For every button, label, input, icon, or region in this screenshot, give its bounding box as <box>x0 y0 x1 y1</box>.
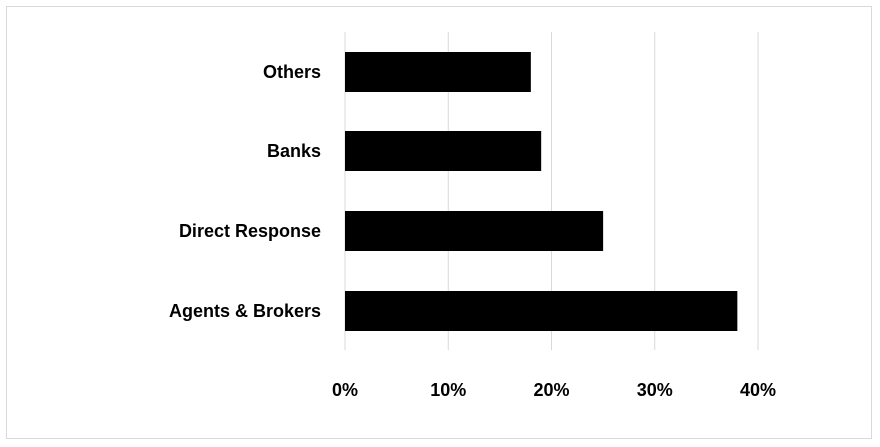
category-labels: Agents & Brokers Direct Response Banks Othe… <box>169 62 321 321</box>
x-tick-labels: 0% 10% 20% 30% 40% <box>332 380 776 400</box>
x-tick-label: 40% <box>740 380 776 400</box>
category-label: Direct Response <box>179 221 321 241</box>
category-label: Others <box>263 62 321 82</box>
x-tick-label: 20% <box>533 380 569 400</box>
bar <box>345 52 531 92</box>
bars <box>345 52 738 331</box>
bar <box>345 211 604 251</box>
x-tick-label: 30% <box>637 380 673 400</box>
bar <box>345 131 542 171</box>
bar <box>345 291 738 331</box>
category-label: Agents & Brokers <box>169 301 321 321</box>
category-label: Banks <box>267 141 321 161</box>
x-tick-label: 0% <box>332 380 358 400</box>
x-tick-label: 10% <box>430 380 466 400</box>
